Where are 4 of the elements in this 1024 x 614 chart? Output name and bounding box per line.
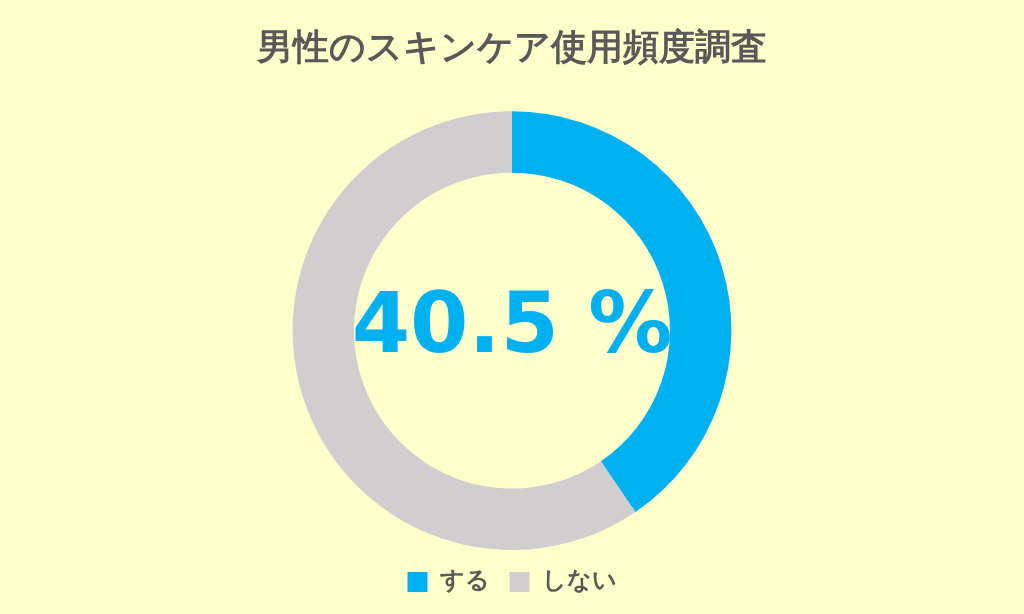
legend-label: しない <box>541 566 617 595</box>
chart-title: 男性のスキンケア使用頻度調査 <box>256 25 767 67</box>
legend-label: する <box>438 566 490 595</box>
data-label: 40.5 % <box>351 274 673 373</box>
